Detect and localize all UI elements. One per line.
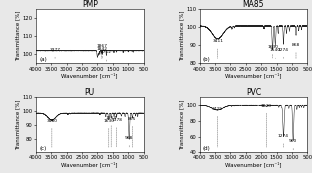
Title: PU: PU xyxy=(85,88,95,97)
Y-axis label: Transmittance [%]: Transmittance [%] xyxy=(16,11,21,61)
X-axis label: Wavenumber [cm⁻¹]: Wavenumber [cm⁻¹] xyxy=(225,162,282,167)
Text: 1630: 1630 xyxy=(267,45,278,58)
X-axis label: Wavenumber [cm⁻¹]: Wavenumber [cm⁻¹] xyxy=(61,162,118,167)
Text: 1842: 1842 xyxy=(97,47,108,58)
Text: 868: 868 xyxy=(292,43,300,58)
Title: PMP: PMP xyxy=(82,0,98,9)
Y-axis label: Transmittance [%]: Transmittance [%] xyxy=(179,100,184,150)
Text: 3425: 3425 xyxy=(212,107,223,147)
Title: MA85: MA85 xyxy=(243,0,264,9)
Y-axis label: Transmittance [%]: Transmittance [%] xyxy=(16,100,21,150)
Text: 1830: 1830 xyxy=(261,104,272,147)
Text: 865: 865 xyxy=(128,117,137,147)
Text: 968: 968 xyxy=(125,136,133,147)
Text: 960: 960 xyxy=(289,139,297,150)
Text: 1630: 1630 xyxy=(103,119,114,147)
Text: 1554: 1554 xyxy=(105,116,117,147)
X-axis label: Wavenumber [cm⁻¹]: Wavenumber [cm⁻¹] xyxy=(225,73,282,79)
Text: 1378: 1378 xyxy=(111,118,122,147)
Text: (a): (a) xyxy=(39,57,47,62)
Text: 1540: 1540 xyxy=(270,48,281,58)
Text: 1274: 1274 xyxy=(278,48,289,58)
Text: 1867: 1867 xyxy=(96,44,107,58)
Text: 1274: 1274 xyxy=(278,134,289,147)
Text: 3377: 3377 xyxy=(50,48,61,58)
Text: 1712: 1712 xyxy=(101,50,112,61)
X-axis label: Wavenumber [cm⁻¹]: Wavenumber [cm⁻¹] xyxy=(61,73,118,79)
Text: (d): (d) xyxy=(203,146,211,151)
Y-axis label: Transmittance [%]: Transmittance [%] xyxy=(179,11,184,61)
Title: PVC: PVC xyxy=(246,88,261,97)
Text: 3480: 3480 xyxy=(46,119,57,147)
Text: (c): (c) xyxy=(39,146,46,151)
Text: (b): (b) xyxy=(203,57,211,62)
Text: 3411: 3411 xyxy=(212,39,223,58)
